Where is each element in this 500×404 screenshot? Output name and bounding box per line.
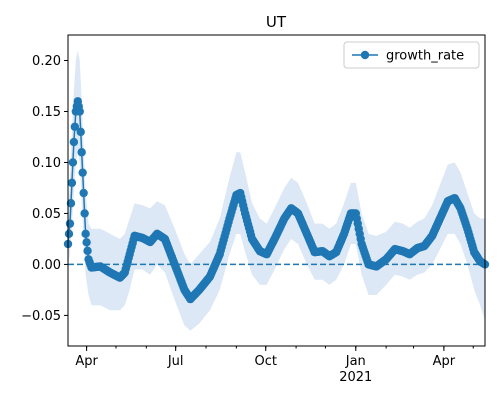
data-point [66,199,76,208]
marker-layer [63,97,490,304]
data-point [83,246,92,256]
plot-frame [67,34,486,347]
data-point [70,122,80,131]
data-point [76,127,85,137]
x-tick-label: Apr [433,354,456,369]
data-point [80,209,89,218]
data-point [77,148,86,157]
x-tick-label: Jan [345,354,366,369]
x-tick-label: Jul [167,354,184,369]
data-point [68,158,78,167]
data-point [81,229,90,239]
data-point [67,178,77,188]
legend: growth_rate [343,41,480,69]
x-tick-label: Oct [254,354,276,369]
x-tick-label: Apr [75,354,98,369]
data-point [65,219,75,228]
data-point [78,168,87,177]
y-axis: −0.05 0.00 0.05 0.10 0.15 0.20 [21,54,68,324]
y-tick-label: 0.15 [32,105,61,120]
legend-marker-swatch [360,50,370,60]
y-tick-label: 0.10 [32,156,61,171]
chart-title: UT [266,13,287,31]
y-tick-label: 0.05 [32,207,61,222]
y-tick-label: 0.00 [32,258,61,273]
legend-box [343,41,480,69]
data-point [69,137,79,147]
x-tick-year-label: 2021 [339,370,372,385]
y-tick-label: 0.20 [32,54,61,69]
data-point [64,229,74,239]
uncertainty-band [68,50,485,331]
data-point [82,238,91,247]
data-point [75,107,84,116]
legend-entry-label: growth_rate [386,49,464,64]
y-tick-label: −0.05 [21,309,61,324]
data-point [79,188,88,198]
band-layer [68,50,485,331]
